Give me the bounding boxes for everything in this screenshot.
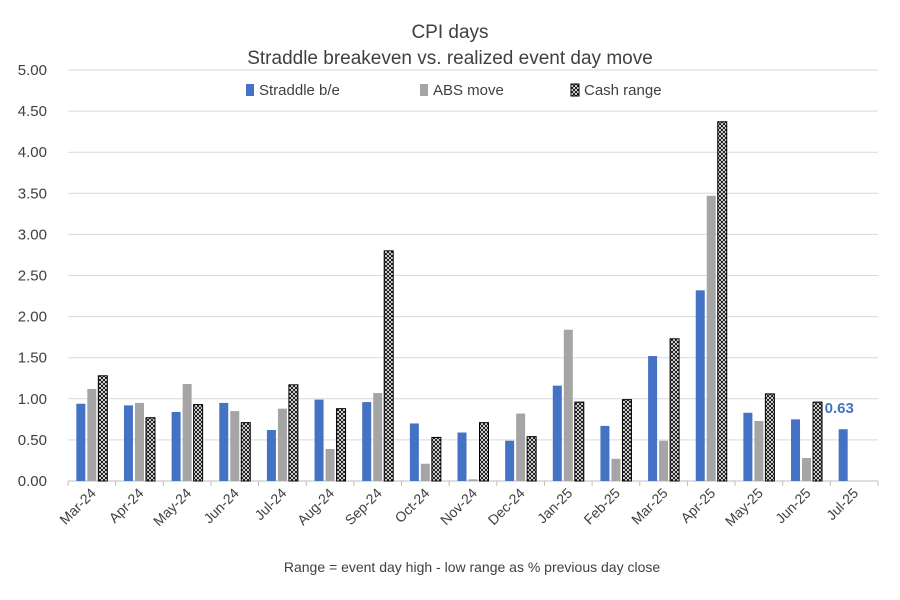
bar-straddle-b-e-apr-25 [695,290,705,481]
bar-cash-range-may-25 [764,393,775,482]
bar-abs-move-jun-25 [802,457,812,481]
bar-cash-range-mar-24 [97,375,108,482]
x-tick-label: Apr-24 [106,485,147,526]
bar-straddle-b-e-jul-25 [838,429,848,481]
bar-straddle-b-e-dec-24 [505,440,515,481]
bar-cash-range-jun-24 [240,422,251,482]
bar-abs-move-feb-25 [611,458,621,481]
y-tick-label: 1.00 [18,391,47,408]
x-tick-label: May-24 [150,485,194,529]
range-note: Range = event day high - low range as % … [284,559,660,575]
bar-cash-range-nov-24 [479,422,489,482]
bar-straddle-b-e-mar-25 [648,356,658,481]
chart-title: CPI days [411,22,488,43]
legend-label-straddle-b-e: Straddle b/e [259,82,340,99]
y-tick-label: 3.50 [18,185,47,202]
y-tick-label: 4.00 [18,144,47,161]
x-axis-ticks: Mar-24 Apr-24 May-24 Jun-24 Jul-24 Aug-24 Sep-… [56,485,861,529]
bar-cash-range-dec-24 [526,436,537,482]
bar-straddle-b-e-sep-24 [362,402,372,481]
bar-abs-move-mar-25 [659,440,669,481]
x-tick-label: Jul-25 [823,485,861,523]
bar-abs-move-sep-24 [373,393,383,481]
bar-abs-move-jul-24 [277,408,287,481]
bar-abs-move-jan-25 [563,329,573,481]
bar-straddle-b-e-jun-24 [219,402,229,481]
legend-swatch-abs-move [420,84,428,96]
x-tick-label: Jun-24 [200,485,242,527]
bar-abs-move-apr-24 [134,402,144,481]
legend: Straddle b/e ABS move Cash range [246,82,662,99]
y-tick-label: 1.50 [18,350,47,367]
bar-straddle-b-e-feb-25 [600,425,610,481]
bar-abs-move-dec-24 [516,413,526,481]
bar-cash-range-feb-25 [621,399,632,482]
bar-abs-move-apr-25 [706,195,716,482]
bar-straddle-b-e-jul-24 [266,430,276,481]
bar-straddle-b-e-apr-24 [123,405,133,481]
x-tick-label: Feb-25 [580,485,623,528]
bar-abs-move-jun-24 [230,411,240,481]
y-tick-label: 0.50 [18,432,47,449]
x-tick-label: Jul-24 [251,485,289,523]
bar-cash-range-oct-24 [431,436,442,482]
y-tick-label: 2.00 [18,309,47,326]
x-tick-label: May-25 [722,485,766,529]
chart-subtitle: Straddle breakeven vs. realized event da… [247,48,653,69]
bar-straddle-b-e-oct-24 [409,423,419,481]
x-tick-label: Jun-25 [772,485,814,527]
x-tick-label: Nov-24 [437,485,480,528]
y-axis-ticks: 0.00 0.50 1.00 1.50 2.00 2.50 3.00 3.50 4.00 4.50… [18,62,47,490]
x-tick-label: Oct-24 [391,485,432,526]
x-tick-label: Dec-24 [485,485,528,528]
data-label: 0.63 [825,400,854,417]
x-tick-label: Aug-24 [294,485,337,528]
bar-cash-range-may-24 [193,404,204,482]
y-tick-label: 4.50 [18,103,47,120]
bar-cash-range-aug-24 [336,408,347,482]
bar-abs-move-oct-24 [420,463,430,481]
bar-straddle-b-e-jun-25 [791,419,801,481]
bar-straddle-b-e-mar-24 [76,403,86,481]
x-tick-label: Apr-25 [677,485,718,526]
data-labels: 0.63 [825,400,854,417]
y-tick-label: 3.00 [18,226,47,243]
bar-abs-move-mar-24 [87,388,97,481]
x-tick-label: Mar-24 [56,485,99,528]
legend-swatch-straddle-b-e [246,84,254,96]
bar-straddle-b-e-may-25 [743,412,753,481]
bar-abs-move-nov-24 [468,479,478,481]
bar-cash-range-mar-25 [669,338,680,482]
bar-straddle-b-e-aug-24 [314,399,324,481]
legend-label-cash-range: Cash range [584,82,662,99]
y-tick-label: 2.50 [18,268,47,285]
bar-straddle-b-e-may-24 [171,411,181,481]
bar-cash-range-jan-25 [574,401,585,482]
legend-label-abs-move: ABS move [433,82,504,99]
legend-swatch-cash-range [570,83,580,97]
bar-cash-range-jul-24 [288,384,299,482]
x-tick-label: Sep-24 [342,485,385,528]
bar-abs-move-may-25 [754,420,764,481]
x-tick-label: Jan-25 [534,485,576,527]
bar-straddle-b-e-jan-25 [552,385,562,481]
bar-cash-range-apr-25 [717,121,728,482]
y-tick-label: 0.00 [18,473,47,490]
bar-cash-range-sep-24 [383,250,394,482]
bar-abs-move-aug-24 [325,448,335,481]
bar-straddle-b-e-nov-24 [457,432,467,481]
bars [76,121,848,482]
bar-abs-move-may-24 [182,384,192,481]
bar-cash-range-jun-25 [812,401,823,482]
x-tick-label: Mar-25 [628,485,671,528]
y-tick-label: 5.00 [18,62,47,79]
bar-cash-range-apr-24 [145,417,156,482]
